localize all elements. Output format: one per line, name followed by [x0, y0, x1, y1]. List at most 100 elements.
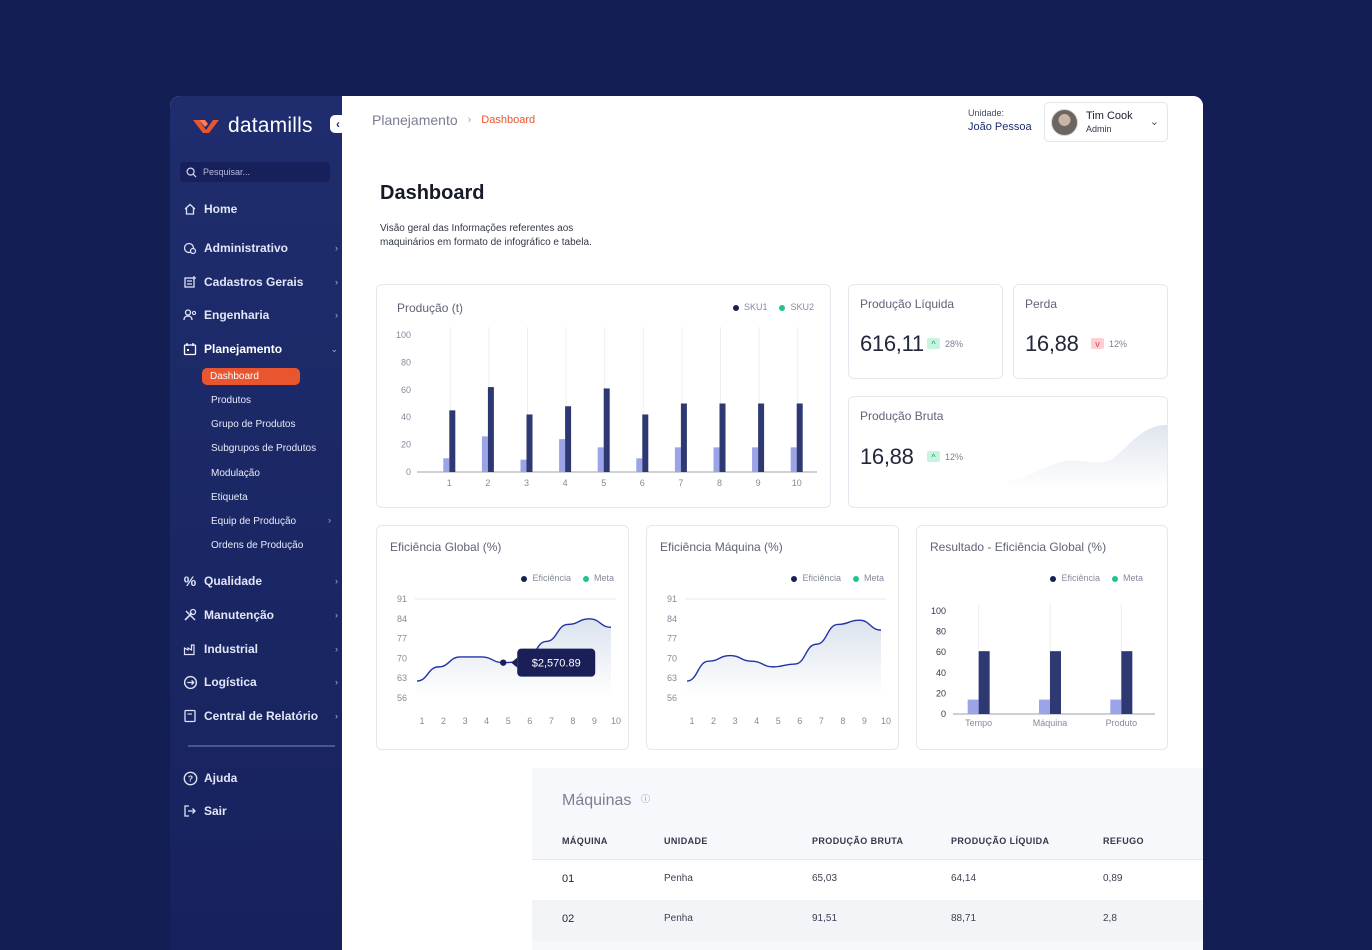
- user-name: Tim Cook: [1086, 110, 1133, 122]
- legend-sku2-label: SKU2: [790, 302, 814, 312]
- nav-sair-label: Sair: [204, 804, 227, 818]
- subnav-grupo-de-produtos[interactable]: Grupo de Produtos: [211, 418, 296, 430]
- bar-meta: [1110, 699, 1122, 714]
- nav-manutencao[interactable]: Manutenção ›: [182, 604, 342, 626]
- subnav-modulacao[interactable]: Modulação: [211, 467, 260, 479]
- col-header-maquina[interactable]: MÁQUINA: [562, 836, 608, 846]
- nav-engenharia-label: Engenharia: [204, 308, 270, 322]
- nav-engenharia[interactable]: Engenharia ›: [182, 304, 342, 326]
- y-tick-label: 80: [936, 627, 946, 637]
- y-tick-label: 63: [397, 673, 407, 683]
- nav-ajuda-label: Ajuda: [204, 771, 238, 785]
- x-tick-label: 5: [601, 478, 606, 488]
- x-tick-label: Produto: [1106, 718, 1138, 728]
- logo[interactable]: datamills: [192, 114, 313, 138]
- subnav-etiqueta[interactable]: Etiqueta: [211, 491, 248, 503]
- kpi-producao-liquida-change-value: 28%: [945, 338, 964, 349]
- cell-maquina: 01: [562, 873, 575, 885]
- bar-sku1: [449, 410, 456, 472]
- nav-administrativo[interactable]: Administrativo ›: [182, 237, 342, 259]
- bar-sku1: [796, 403, 803, 472]
- cell-unidade: Penha: [664, 873, 693, 884]
- unit-value: João Pessoa: [968, 121, 1032, 133]
- legend-eficiencia-label: Eficiência: [802, 573, 841, 583]
- chevron-right-icon: ›: [335, 576, 338, 586]
- table-row[interactable]: 02 Penha 91,51 88,71 2,8: [532, 900, 1203, 941]
- x-tick-label: 3: [524, 478, 529, 488]
- logout-icon: [182, 803, 198, 819]
- planning-icon: [182, 341, 198, 357]
- y-tick-label: 56: [397, 693, 407, 703]
- y-tick-label: 0: [406, 467, 411, 477]
- nav-manutencao-label: Manutenção: [204, 608, 275, 622]
- search-icon: [186, 166, 197, 178]
- maquinas-table-title: Máquinas: [562, 792, 632, 809]
- col-header-producao-bruta[interactable]: PRODUÇÃO BRUTA: [812, 836, 904, 846]
- chevron-right-icon: ›: [335, 644, 338, 654]
- subnav-equip-de-producao[interactable]: Equip de Produção: [211, 515, 297, 527]
- y-tick-label: 70: [667, 653, 677, 663]
- kpi-producao-bruta-change-value: 12%: [945, 451, 964, 462]
- subnav-dashboard[interactable]: Dashboard: [202, 368, 300, 385]
- resultado-eficiencia-card: Resultado - Eficiência Global (%) Eficiê…: [916, 525, 1168, 750]
- info-icon[interactable]: ⓘ: [641, 794, 651, 804]
- legend-meta-label: Meta: [593, 573, 614, 583]
- eficiencia-maquina-legend: Eficiência Meta: [791, 573, 884, 583]
- nav-qualidade[interactable]: % Qualidade ›: [182, 570, 342, 592]
- bar-sku2: [481, 436, 488, 472]
- nav-logistica[interactable]: Logística ›: [182, 671, 342, 693]
- legend-eficiencia: Eficiência: [1050, 573, 1100, 583]
- x-tick-label: 5: [776, 716, 781, 726]
- eficiencia-global-card: Eficiência Global (%) Eficiência Meta 56…: [376, 525, 629, 750]
- resultado-bar-chart: 0 20 40 60 80 100 Tempo Máquina Produto: [931, 603, 1155, 728]
- nav-cadastros-gerais-label: Cadastros Gerais: [204, 275, 304, 289]
- y-tick-label: 91: [397, 594, 407, 604]
- x-tick-label: 4: [563, 478, 568, 488]
- avatar: [1051, 108, 1078, 136]
- logo-text: datamills: [228, 114, 313, 137]
- legend-meta: Meta: [1111, 573, 1143, 583]
- breadcrumb: Planejamento › Dashboard: [372, 112, 535, 128]
- nav-ajuda[interactable]: ? Ajuda: [182, 767, 342, 789]
- table-row[interactable]: 01 Penha 65,03 64,14 0,89: [532, 859, 1203, 900]
- legend-meta: Meta: [582, 573, 614, 583]
- cell-producao-liquida: 64,14: [951, 873, 977, 884]
- col-header-producao-liquida[interactable]: PRODUÇÃO LÍQUIDA: [951, 836, 1050, 846]
- subnav-produtos[interactable]: Produtos: [211, 394, 252, 406]
- user-menu[interactable]: Tim Cook Admin ⌄: [1044, 102, 1168, 142]
- bar-eficiencia: [1121, 651, 1133, 714]
- nav-planejamento[interactable]: Planejamento ⌄: [182, 338, 342, 360]
- x-tick-label: 5: [506, 716, 511, 726]
- col-header-unidade[interactable]: UNIDADE: [664, 836, 708, 846]
- y-tick-label: 40: [401, 412, 411, 422]
- sidebar-search[interactable]: [180, 162, 330, 182]
- breadcrumb-root[interactable]: Planejamento: [372, 112, 458, 128]
- y-tick-label: 84: [667, 614, 677, 624]
- search-input[interactable]: [203, 167, 323, 177]
- y-tick-label: 63: [667, 673, 677, 683]
- bar-meta: [1039, 699, 1050, 714]
- nav-logistica-label: Logística: [204, 675, 257, 689]
- nav-industrial[interactable]: Industrial ›: [182, 638, 342, 660]
- x-tick-label: 7: [678, 478, 683, 488]
- bar-sku2: [597, 447, 604, 472]
- nav-home[interactable]: Home: [182, 198, 342, 220]
- resultado-legend: Eficiência Meta: [1050, 573, 1143, 583]
- x-tick-label: 2: [441, 716, 446, 726]
- bar-sku2: [752, 447, 759, 472]
- bar-eficiencia: [1050, 651, 1061, 714]
- col-header-refugo[interactable]: REFUGO: [1103, 836, 1144, 846]
- y-tick-label: 77: [397, 634, 407, 644]
- nav-sair[interactable]: Sair: [182, 800, 342, 822]
- x-tick-label: 8: [570, 716, 575, 726]
- nav-cadastros-gerais[interactable]: Cadastros Gerais ›: [182, 271, 342, 293]
- subnav-ordens-de-producao[interactable]: Ordens de Produção: [211, 539, 304, 551]
- subnav-subgrupos-de-produtos[interactable]: Subgrupos de Produtos: [211, 442, 317, 454]
- unit-selector[interactable]: Unidade: João Pessoa: [968, 108, 1032, 133]
- y-tick-label: 77: [667, 634, 677, 644]
- y-tick-label: 100: [396, 330, 411, 340]
- bar-sku2: [790, 447, 797, 472]
- nav-central-de-relatorio[interactable]: Central de Relatório ›: [182, 705, 342, 727]
